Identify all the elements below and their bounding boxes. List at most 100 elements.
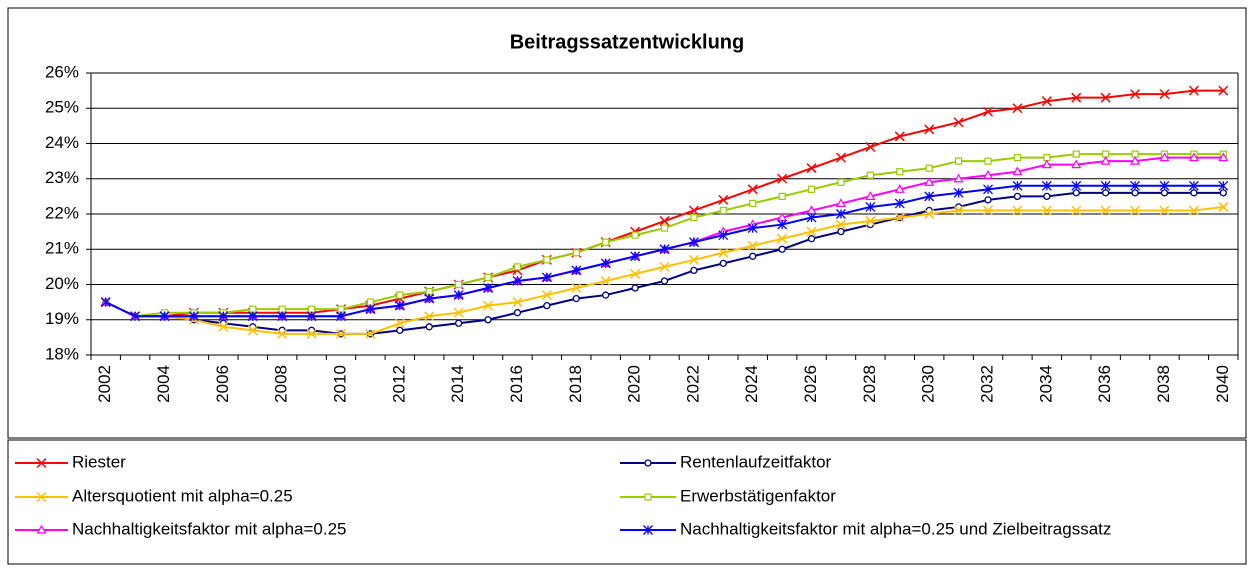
chart-title: Beitragssatzentwicklung — [510, 31, 745, 53]
data-point — [1071, 92, 1082, 103]
data-point — [1012, 103, 1023, 114]
data-point — [1218, 152, 1229, 162]
data-point — [953, 187, 964, 198]
x-tick-label: 2040 — [1213, 365, 1232, 403]
data-point — [188, 311, 199, 322]
data-point — [424, 311, 435, 322]
x-tick-label: 2008 — [272, 365, 291, 403]
x-tick-label: 2010 — [330, 365, 349, 403]
data-point — [1102, 189, 1110, 197]
data-point — [572, 249, 580, 257]
data-point — [924, 177, 935, 186]
data-point — [512, 297, 523, 308]
data-point — [365, 304, 376, 315]
data-point — [1012, 205, 1023, 216]
data-point — [1072, 150, 1080, 158]
y-tick-label: 25% — [45, 98, 79, 117]
data-point — [718, 247, 729, 258]
data-point — [1013, 192, 1022, 201]
data-point — [602, 238, 610, 246]
data-point — [513, 309, 522, 317]
data-point — [1100, 92, 1111, 103]
legend-marker — [36, 491, 47, 503]
data-point — [747, 184, 758, 195]
data-point — [690, 266, 698, 275]
data-point — [953, 205, 964, 216]
data-point — [454, 319, 463, 327]
data-point — [1072, 189, 1080, 197]
data-point — [218, 321, 229, 332]
data-point — [1130, 155, 1141, 165]
y-tick-label: 24% — [45, 133, 79, 152]
data-point — [1160, 189, 1169, 197]
data-point — [836, 209, 846, 219]
data-point — [1041, 205, 1052, 216]
data-point — [659, 261, 670, 272]
data-point — [924, 208, 935, 220]
data-point — [747, 240, 758, 251]
legend-marker — [644, 459, 652, 467]
data-point — [749, 252, 757, 260]
data-point — [1012, 180, 1023, 191]
data-point — [1218, 201, 1229, 212]
data-point — [982, 205, 994, 216]
x-tick-label: 2022 — [683, 365, 702, 403]
legend-label: Altersquotient mit alpha=0.25 — [72, 486, 293, 505]
data-point — [1190, 189, 1198, 197]
data-point — [659, 216, 670, 227]
data-point — [159, 311, 170, 322]
data-point — [424, 293, 435, 304]
data-point — [1159, 205, 1170, 216]
data-point — [453, 307, 464, 318]
data-point — [1159, 89, 1170, 100]
data-point — [749, 199, 757, 208]
data-point — [1100, 155, 1111, 165]
data-point — [541, 272, 552, 283]
data-point — [1159, 180, 1170, 191]
data-point — [306, 311, 317, 322]
data-point — [835, 152, 846, 163]
data-point — [247, 325, 258, 336]
data-point — [984, 196, 992, 204]
data-point — [247, 311, 258, 322]
data-point — [1130, 180, 1141, 191]
y-tick-label: 26% — [45, 62, 79, 81]
data-point — [894, 131, 905, 142]
data-point — [100, 297, 111, 308]
data-point — [1130, 205, 1141, 216]
legend-marker — [643, 525, 653, 535]
data-point — [894, 212, 905, 223]
data-point — [543, 256, 551, 264]
data-point — [894, 198, 905, 209]
y-tick-label: 22% — [45, 203, 79, 222]
data-point — [983, 184, 993, 195]
data-point — [277, 311, 288, 322]
data-point — [1043, 192, 1051, 201]
data-point — [396, 326, 404, 334]
data-point — [600, 258, 611, 269]
data-point — [777, 173, 788, 184]
x-tick-label: 2020 — [625, 365, 644, 403]
data-point — [512, 276, 523, 286]
data-point — [513, 263, 522, 271]
data-point — [1013, 154, 1022, 162]
data-point — [835, 198, 846, 208]
x-tick-label: 2016 — [507, 365, 526, 403]
data-point — [543, 301, 551, 310]
data-point — [1071, 180, 1082, 191]
data-point — [1100, 205, 1111, 216]
data-point — [865, 216, 876, 227]
data-point — [483, 300, 494, 311]
data-point — [866, 171, 874, 179]
data-point — [1041, 180, 1052, 191]
x-tick-label: 2030 — [919, 365, 938, 403]
data-point — [1218, 180, 1229, 191]
data-point — [688, 205, 699, 216]
data-point — [306, 328, 317, 339]
x-tick-label: 2004 — [154, 365, 173, 403]
data-point — [982, 106, 994, 117]
x-tick-label: 2002 — [95, 365, 114, 403]
data-point — [1071, 205, 1082, 216]
legend-marker — [36, 457, 47, 469]
x-tick-label: 2028 — [860, 365, 879, 403]
